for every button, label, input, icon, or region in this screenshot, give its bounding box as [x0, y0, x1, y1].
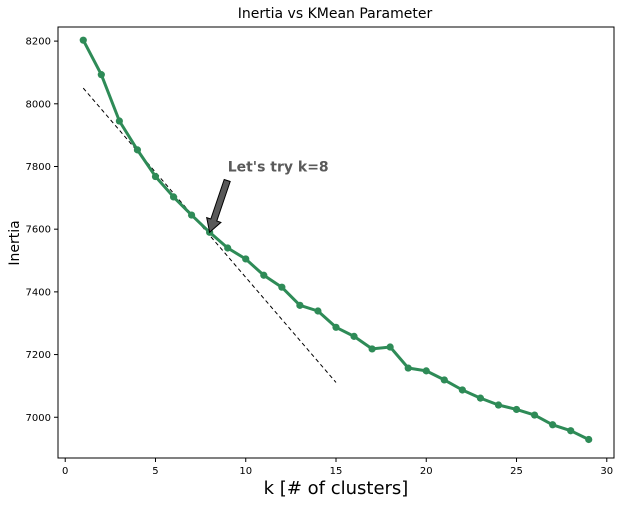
data-point	[224, 244, 232, 252]
series-layer	[79, 36, 593, 444]
x-axis-ticks: 0 5 10 15 20 25 30	[62, 458, 613, 477]
y-tick-label: 7200	[26, 350, 51, 361]
x-axis-label: k [# of clusters]	[264, 478, 409, 499]
x-tick-label: 15	[330, 466, 343, 477]
data-point	[368, 345, 376, 353]
plot-frame	[57, 26, 615, 459]
x-tick-label: 25	[510, 466, 523, 477]
data-point	[386, 343, 394, 351]
chart-title: Inertia vs KMean Parameter	[238, 6, 433, 22]
y-axis-ticks: 7000 7200 7400 7600 7800 8000 8200	[26, 37, 58, 424]
annotation-arrow	[206, 178, 231, 234]
x-tick-label: 5	[152, 466, 158, 477]
x-tick-label: 10	[239, 466, 252, 477]
data-point	[332, 323, 340, 331]
data-point	[296, 301, 304, 309]
y-tick-label: 7800	[26, 162, 51, 173]
data-point	[79, 36, 87, 44]
data-point	[549, 421, 557, 429]
data-point	[97, 71, 105, 79]
y-tick-label: 7000	[26, 413, 51, 424]
series-line	[81, 39, 590, 441]
data-point	[169, 193, 178, 201]
data-point	[585, 435, 593, 444]
data-point	[187, 211, 196, 219]
data-point	[404, 364, 412, 372]
y-tick-label: 7400	[26, 287, 51, 298]
data-point	[278, 283, 286, 291]
data-point	[242, 255, 250, 263]
y-tick-label: 8200	[26, 37, 51, 48]
data-point	[458, 386, 466, 394]
tangent-line	[82, 87, 337, 383]
data-point	[494, 401, 503, 409]
y-tick-label: 7600	[26, 225, 51, 236]
data-point	[314, 307, 322, 315]
annotation: Let's try k=8	[206, 159, 329, 234]
data-point	[512, 405, 521, 414]
data-point	[350, 332, 358, 340]
data-point	[133, 146, 142, 154]
data-point	[476, 394, 485, 402]
data-point	[567, 427, 575, 435]
data-point	[260, 271, 268, 279]
x-tick-label: 20	[420, 466, 433, 477]
annotation-text: Let's try k=8	[228, 159, 329, 175]
y-axis-label: Inertia	[7, 220, 23, 265]
y-tick-label: 8000	[26, 99, 51, 110]
data-point	[440, 376, 448, 384]
data-point	[422, 367, 430, 375]
x-tick-label: 0	[62, 466, 68, 477]
data-point	[115, 117, 123, 125]
data-point	[530, 411, 539, 419]
x-tick-label: 30	[600, 466, 613, 477]
data-point	[151, 172, 160, 181]
